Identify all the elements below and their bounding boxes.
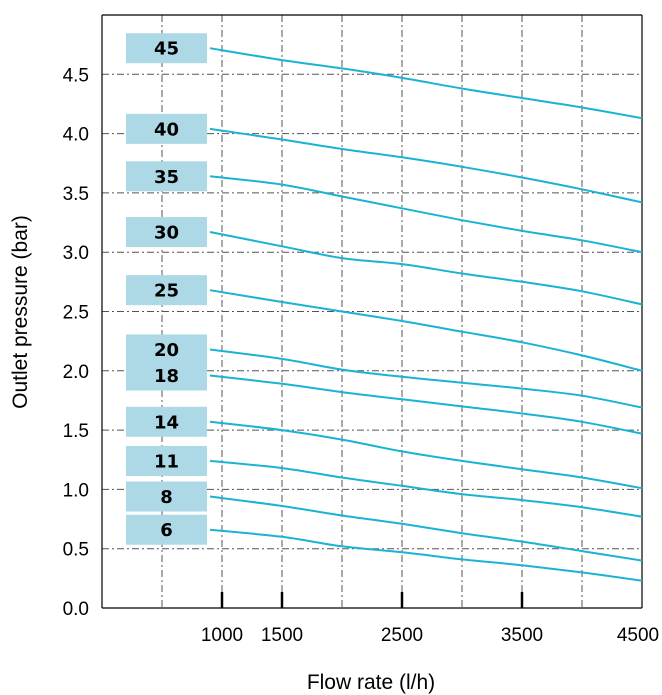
y-tick-label: 2.0 (63, 362, 89, 383)
y-tick-label: 3.0 (63, 243, 89, 264)
y-tick-label: 2.5 (63, 303, 89, 324)
series-line-20 (209, 348, 643, 409)
series-label-14: 14 (154, 412, 179, 433)
series-label-box-8 (126, 481, 207, 512)
series-line-6 (209, 528, 643, 582)
x-axis-title: Flow rate (l/h) (307, 671, 435, 694)
x-tick-label: 1000 (201, 625, 243, 646)
series-lines (209, 47, 643, 582)
series-label-box-6 (126, 514, 207, 545)
series-line-45 (209, 47, 643, 120)
tick-labels: 1000 1500 2500 3500 4500 0.0 0.5 1.0 1.5 2.0 2.5 3.… (63, 65, 660, 646)
x-tick-label: 4500 (617, 625, 659, 646)
y-tick-label: 1.0 (63, 480, 89, 501)
series-label-8: 8 (160, 487, 173, 508)
y-tick-label: 4.0 (63, 125, 89, 146)
series-label-box-35 (126, 161, 207, 192)
series-label-18: 18 (154, 366, 179, 387)
series-line-35 (209, 175, 643, 254)
series-label-box-14 (126, 406, 207, 437)
series-label-box-45 (126, 33, 207, 64)
series-line-8 (209, 495, 643, 562)
series-label-11: 11 (154, 451, 179, 472)
y-axis-title: Outlet pressure (bar) (9, 215, 32, 409)
series-label-25: 25 (154, 281, 179, 302)
series-label-20: 20 (154, 340, 179, 361)
series-label-box-18 (126, 360, 207, 391)
series-label-35: 35 (154, 167, 179, 188)
series-label-box-11 (126, 445, 207, 476)
series-line-14 (209, 420, 643, 490)
series-line-40 (209, 127, 643, 204)
series-line-11 (209, 459, 643, 518)
series-label-box-25 (126, 275, 207, 306)
y-tick-label: 0.5 (63, 540, 89, 561)
series-label-box-40 (126, 113, 207, 144)
series-label-box-20 (126, 334, 207, 365)
series-label-45: 45 (154, 39, 179, 60)
y-tick-label: 4.5 (63, 65, 89, 86)
series-label-30: 30 (154, 223, 179, 244)
series-line-30 (209, 231, 643, 306)
series-line-25 (209, 289, 643, 372)
axes (101, 14, 643, 609)
series-label-40: 40 (154, 119, 179, 140)
x-tick-label: 1500 (261, 625, 303, 646)
series-label-box-30 (126, 217, 207, 248)
y-tick-label: 1.5 (63, 421, 89, 442)
y-tick-label: 0.0 (63, 599, 89, 620)
x-tick-label: 3500 (501, 625, 543, 646)
series-labels: 45 40 35 30 25 20 18 14 11 8 6 (126, 33, 207, 545)
y-tick-label: 3.5 (63, 184, 89, 205)
series-line-18 (209, 374, 643, 435)
series-label-6: 6 (160, 520, 173, 541)
x-tick-label: 2500 (381, 625, 423, 646)
